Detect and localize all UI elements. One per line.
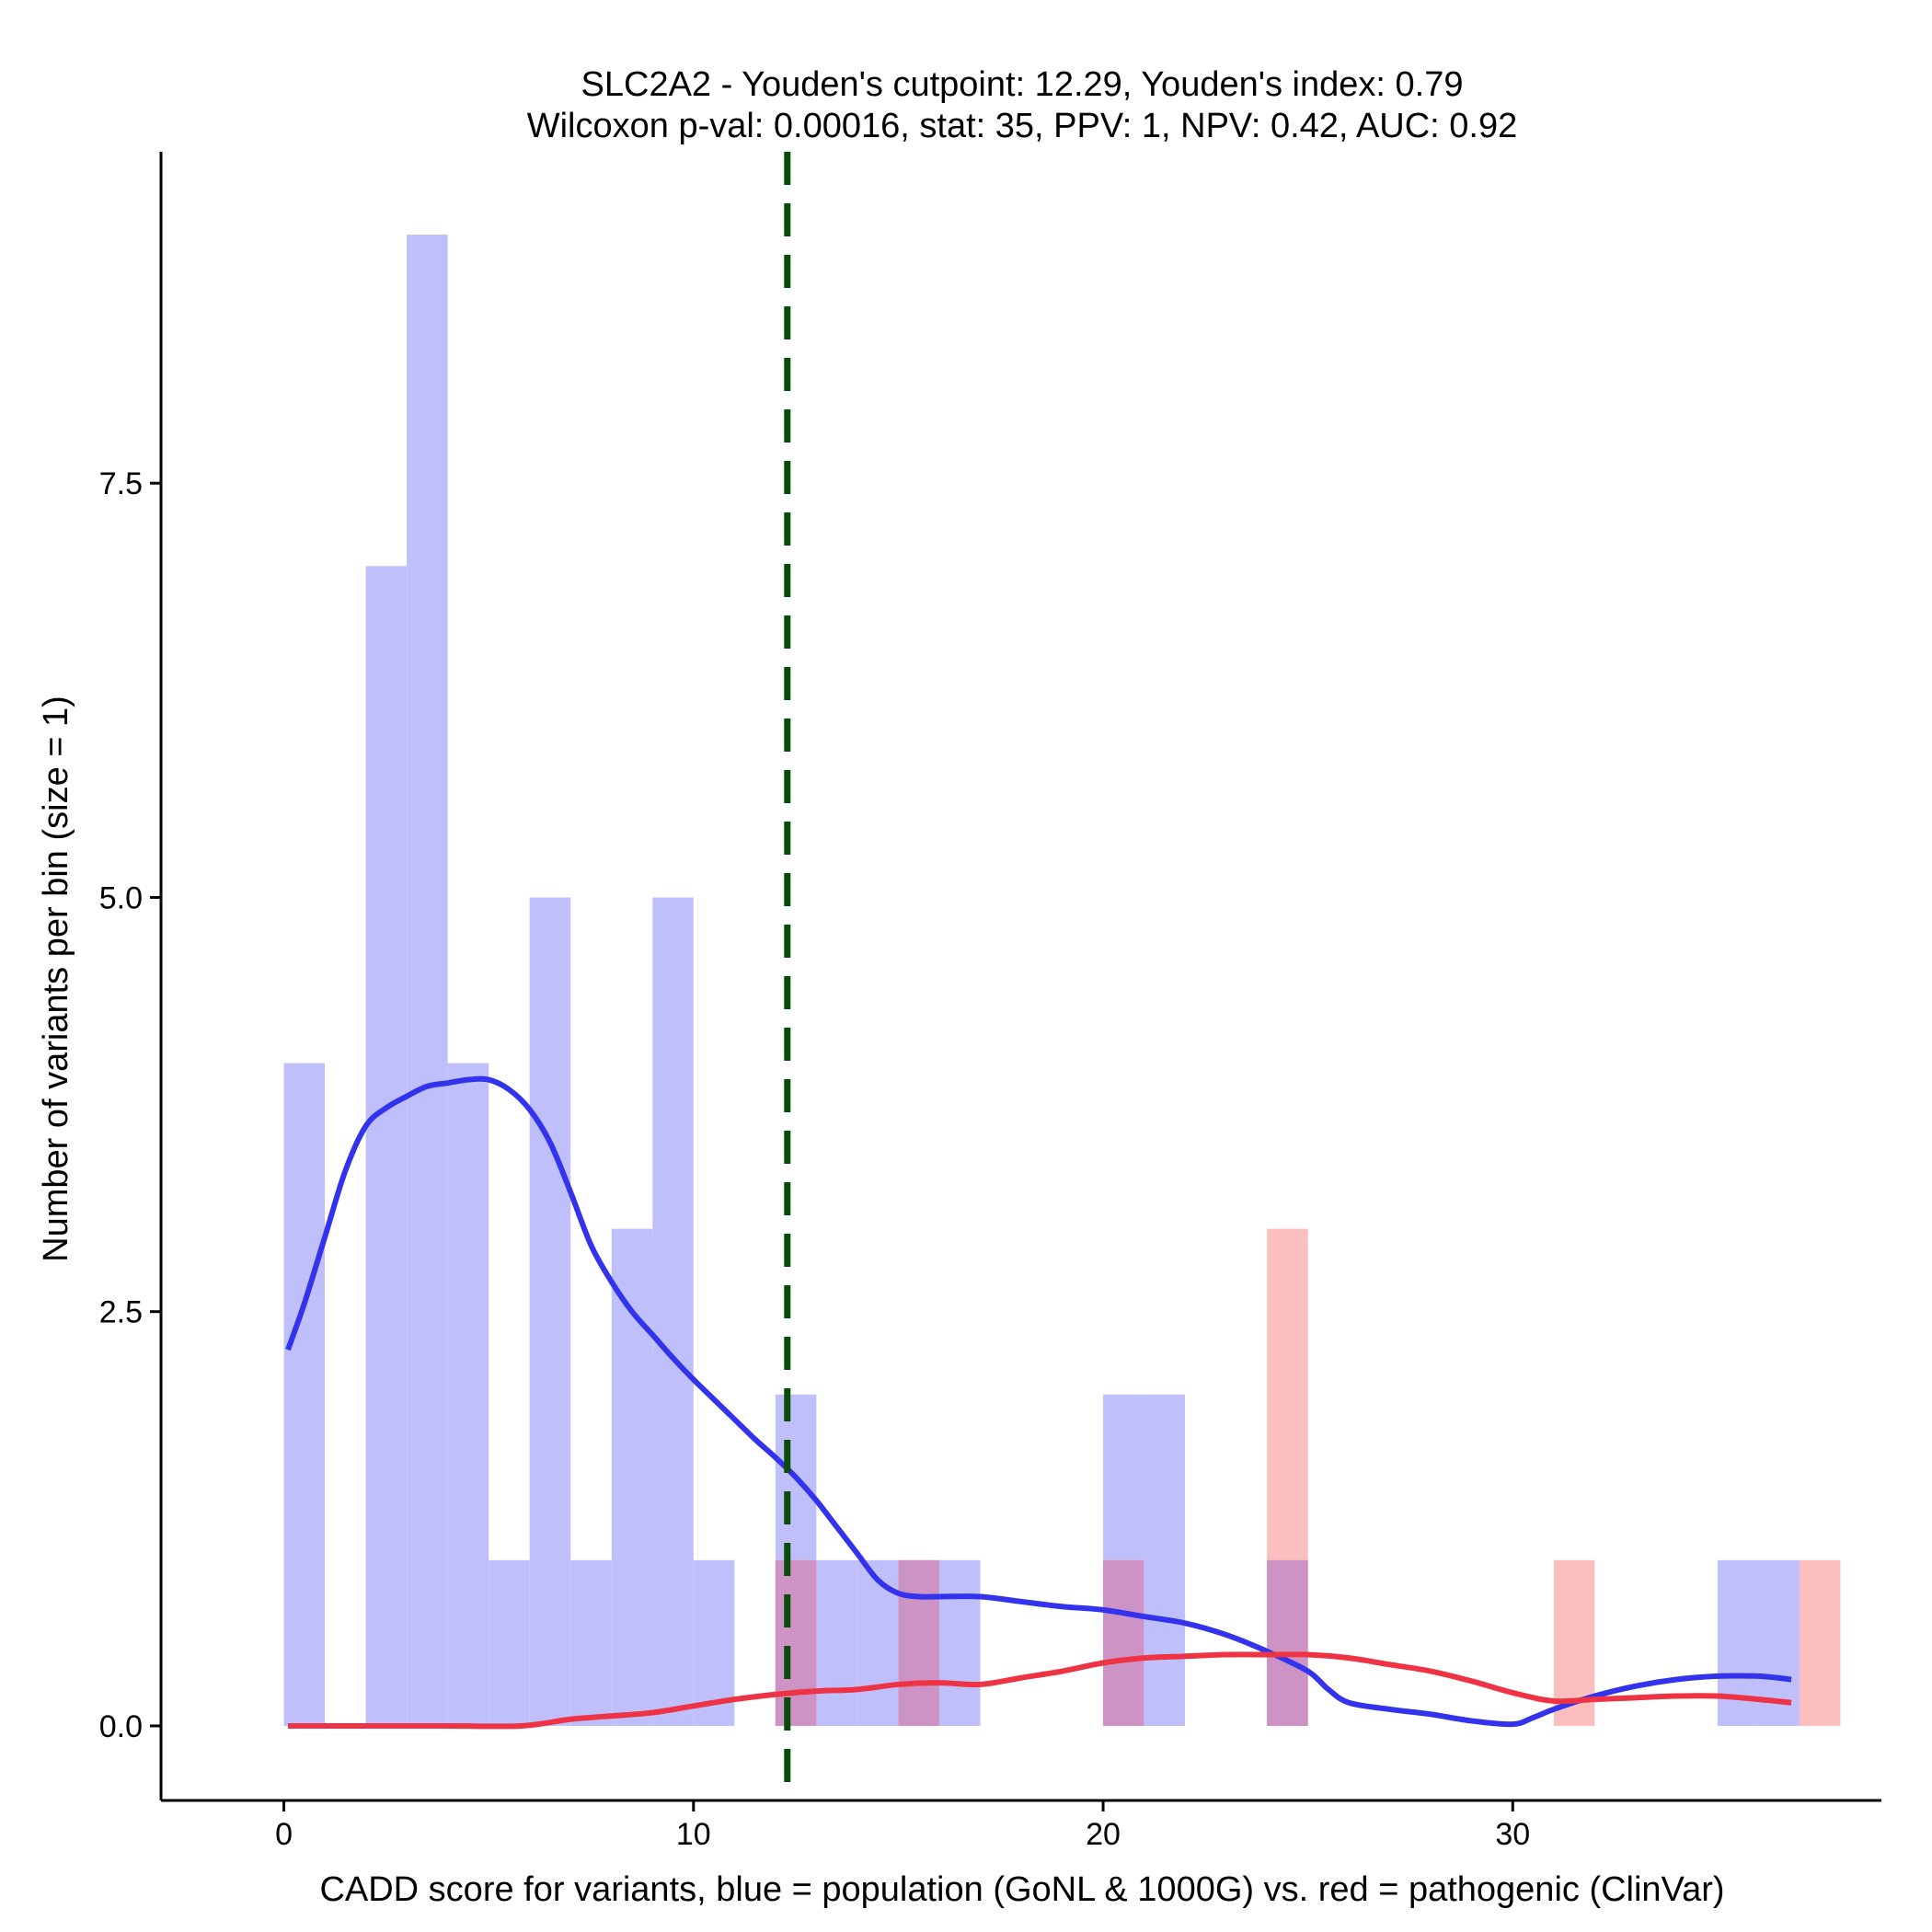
- population-bars: [283, 235, 1800, 1726]
- population-bar-7: [570, 1559, 612, 1726]
- y-tick-label-0: 0.0: [99, 1709, 143, 1744]
- population-bar-14: [857, 1559, 899, 1726]
- x-tick-label-0: 0: [275, 1817, 293, 1852]
- overlap-bar-20: [1103, 1559, 1144, 1726]
- x-axis-title: CADD score for variants, blue = populati…: [319, 1870, 1724, 1909]
- population-bar-5: [489, 1559, 530, 1726]
- overlap-bar-12: [775, 1559, 817, 1726]
- y-tick-label-2.5: 2.5: [99, 1295, 143, 1330]
- x-axis-ticks: 0 10 20 30: [275, 1800, 1530, 1852]
- y-tick-label-7.5: 7.5: [99, 466, 143, 501]
- y-axis-ticks: 0.0 2.5 5.0 7.5: [99, 466, 161, 1744]
- chart-title-line-2: Wilcoxon p-val: 0.00016, stat: 35, PPV: …: [527, 107, 1518, 145]
- x-tick-label-30: 30: [1495, 1817, 1530, 1852]
- population-bar-4: [447, 1063, 489, 1726]
- pathogenic-density-curve: [288, 1651, 1792, 1730]
- population-bar-6: [529, 897, 571, 1726]
- population-bar-3: [407, 235, 448, 1726]
- y-tick-label-5: 5.0: [99, 880, 143, 915]
- overlap-bars: [775, 1559, 1308, 1726]
- population-bar-21: [1144, 1394, 1186, 1726]
- chart-title-line-1: SLC2A2 - Youden's cutpoint: 12.29, Youde…: [581, 65, 1464, 104]
- population-bar-2: [365, 566, 408, 1726]
- overlap-bar-24: [1267, 1559, 1308, 1726]
- population-bar-9: [652, 897, 694, 1726]
- population-bar-16: [938, 1559, 981, 1726]
- x-tick-label-10: 10: [676, 1817, 711, 1852]
- population-bar-8: [611, 1228, 653, 1726]
- y-axis-title: Number of variants per bin (size = 1): [37, 696, 75, 1262]
- population-bar-13: [816, 1559, 857, 1726]
- population-density-curve: [285, 1075, 1792, 1728]
- x-tick-label-20: 20: [1086, 1817, 1121, 1852]
- pathogenic-bar-37: [1799, 1559, 1841, 1726]
- population-bar-0: [283, 1063, 326, 1726]
- overlap-bar-15: [898, 1559, 939, 1726]
